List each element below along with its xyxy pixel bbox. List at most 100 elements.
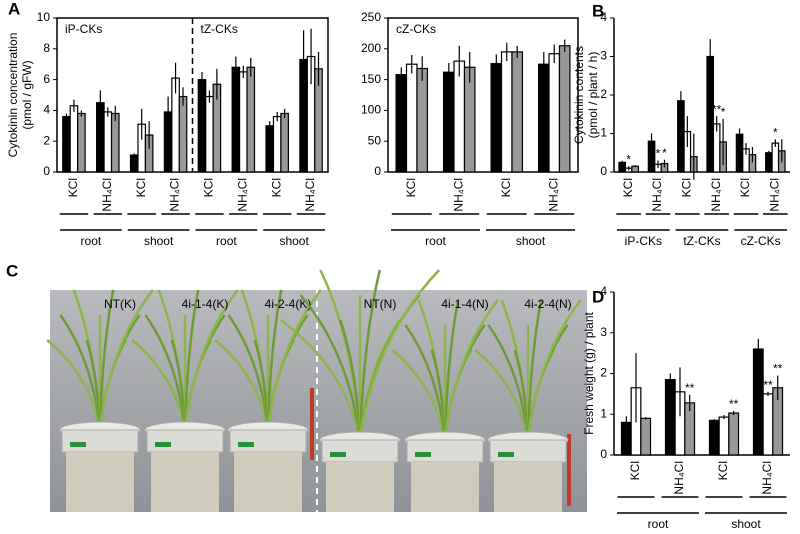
group-label: root [216, 234, 237, 248]
y-tick-label: 3 [600, 49, 607, 63]
group-label: tZ-CKs [683, 234, 720, 248]
group-label: shoot [279, 234, 309, 248]
leaf [266, 289, 283, 431]
bar [752, 348, 764, 456]
group-label: shoot [516, 234, 546, 248]
plant-label: 4i-2-4(K) [265, 297, 312, 311]
plant-label: 4i-1-4(N) [441, 297, 488, 311]
leaf [98, 289, 115, 431]
y-tick-label: 250 [361, 10, 381, 24]
bar [664, 379, 676, 456]
bar [129, 154, 139, 173]
pot-tag [498, 452, 514, 457]
bar [537, 63, 550, 173]
panel-label: D [592, 287, 604, 306]
bar [69, 105, 79, 173]
bar [708, 419, 720, 456]
y-tick-label: 4 [600, 284, 607, 298]
x-tick-label: NH₄Cl [672, 461, 686, 495]
x-tick-label: NH₄Cl [650, 178, 664, 212]
bar [103, 111, 113, 173]
bar [718, 416, 730, 456]
significance: ** [685, 381, 695, 395]
pot [411, 462, 479, 512]
y-tick-label: 0 [43, 164, 50, 178]
significance: * [662, 146, 667, 160]
x-tick-label: KCl [269, 178, 283, 197]
y-tick-label: 150 [361, 72, 381, 86]
pot-tag [415, 452, 431, 457]
bar [442, 71, 455, 173]
basket [146, 429, 224, 453]
x-tick-label: NH₄Cl [100, 178, 114, 212]
leaf [443, 299, 460, 441]
y-tick-label: 2 [600, 366, 607, 380]
y-tick-label: 4 [43, 103, 50, 117]
y-tick-label: 1 [600, 126, 607, 140]
x-tick-label: KCl [499, 178, 513, 197]
x-tick-label: NH₄Cl [768, 178, 782, 212]
bar [453, 60, 466, 173]
x-tick-label: NH₄Cl [760, 461, 774, 495]
bar [765, 152, 773, 173]
leaf [358, 269, 382, 441]
leaf [443, 299, 499, 441]
bar [197, 78, 207, 173]
group-label: cZ-CKs [741, 234, 781, 248]
bar [395, 74, 408, 173]
leaf [98, 289, 154, 431]
significance: * [721, 105, 726, 119]
y-tick-label: 200 [361, 41, 381, 55]
pot-tag [70, 442, 86, 447]
basket [61, 429, 139, 453]
group-label: iP-CKs [625, 234, 662, 248]
bar [205, 95, 214, 173]
bar [110, 112, 120, 173]
y-tick-label: 0 [600, 447, 607, 461]
x-tick-label: KCl [621, 178, 635, 197]
plant-label: 4i-2-4(N) [524, 297, 571, 311]
bar [246, 66, 256, 173]
significance: ** [763, 378, 773, 392]
pot [66, 452, 134, 512]
x-tick-label: KCl [738, 178, 752, 197]
bar [548, 53, 561, 173]
pot [494, 462, 562, 512]
pot-tag [238, 442, 254, 447]
y-axis-label: Fresh weight (g) / plant [582, 311, 596, 434]
bar [77, 112, 86, 173]
section-title: iP-CKs [65, 22, 102, 36]
pot [151, 452, 219, 512]
photo: NT(K) 4i-1-4(K) 4i-2-4(K) NT(N) 4i-1-4(N) 4i-… [46, 269, 587, 512]
bar [416, 67, 429, 173]
panel-title: cZ-CKs [396, 22, 436, 36]
significance: ** [773, 362, 783, 376]
leaf [183, 289, 200, 431]
bar [178, 95, 188, 173]
bar [62, 115, 71, 173]
bar [771, 142, 780, 173]
significance: * [773, 125, 778, 139]
y-tick-label: 0 [600, 164, 607, 178]
basket [489, 439, 567, 463]
bar [762, 393, 774, 456]
bar [265, 125, 275, 173]
y-tick-label: 8 [43, 41, 50, 55]
leaf [526, 299, 582, 441]
x-tick-label: KCl [66, 178, 80, 197]
bar [490, 62, 503, 173]
x-tick-label: NH₄Cl [451, 178, 465, 212]
y-tick-label: 50 [368, 133, 382, 147]
group-label: root [648, 517, 669, 531]
y-tick-label: 100 [361, 103, 381, 117]
panel-label: B [592, 1, 604, 20]
leaf [526, 299, 543, 441]
panel-label: A [8, 0, 20, 18]
basket [321, 439, 399, 463]
section-title: tZ-CKs [201, 22, 238, 36]
x-tick-label: NH₄Cl [168, 178, 182, 212]
plant-label: NT(N) [364, 297, 397, 311]
bar [231, 66, 241, 173]
panel-label: C [6, 261, 18, 280]
